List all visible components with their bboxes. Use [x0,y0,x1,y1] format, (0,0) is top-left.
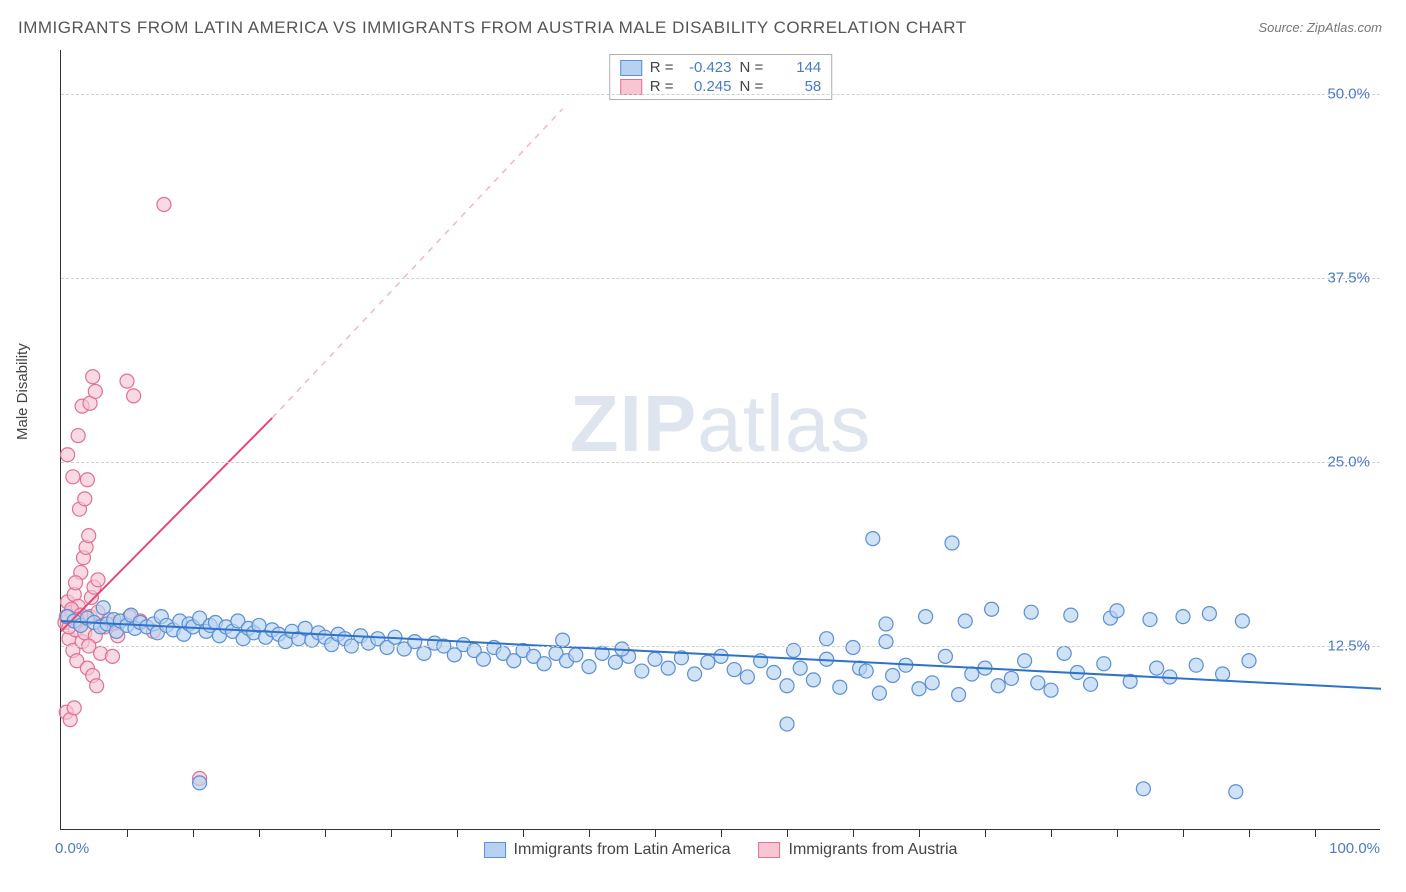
y-tick-label: 37.5% [1327,270,1370,287]
legend: Immigrants from Latin America Immigrants… [484,841,958,859]
x-tick [985,829,986,837]
x-tick [1051,829,1052,837]
legend-swatch-1 [484,842,506,858]
swatch-series-1 [620,60,642,76]
y-axis-label: Male Disability [14,343,31,440]
x-tick [457,829,458,837]
chart-canvas [61,50,1380,829]
legend-label-2: Immigrants from Austria [789,841,958,859]
r-label: R = [650,59,674,76]
x-tick [787,829,788,837]
x-tick [391,829,392,837]
x-tick [523,829,524,837]
y-tick-label: 25.0% [1327,454,1370,471]
x-tick [589,829,590,837]
x-tick [193,829,194,837]
x-tick [1315,829,1316,837]
x-tick [721,829,722,837]
stats-box: R = -0.423 N = 144 R = 0.245 N = 58 [609,54,833,100]
x-tick [325,829,326,837]
gridline [61,94,1380,95]
x-tick [655,829,656,837]
x-tick [1117,829,1118,837]
legend-item-2: Immigrants from Austria [759,841,958,859]
stats-row-1: R = -0.423 N = 144 [620,59,822,76]
x-tick [127,829,128,837]
x-max-label: 100.0% [1329,840,1380,857]
y-tick-label: 12.5% [1327,638,1370,655]
n-value-1: 144 [771,59,821,76]
x-tick [1183,829,1184,837]
x-tick [853,829,854,837]
chart-title: IMMIGRANTS FROM LATIN AMERICA VS IMMIGRA… [18,18,967,38]
stats-row-2: R = 0.245 N = 58 [620,78,822,95]
n-label: N = [740,59,764,76]
n-label: N = [740,78,764,95]
n-value-2: 58 [771,78,821,95]
legend-swatch-2 [759,842,781,858]
legend-item-1: Immigrants from Latin America [484,841,731,859]
legend-label-1: Immigrants from Latin America [514,841,731,859]
x-tick [919,829,920,837]
gridline [61,646,1380,647]
y-tick-label: 50.0% [1327,86,1370,103]
x-tick [259,829,260,837]
gridline [61,278,1380,279]
x-min-label: 0.0% [55,840,89,857]
swatch-series-2 [620,79,642,95]
x-tick [1249,829,1250,837]
source-attribution: Source: ZipAtlas.com [1258,20,1382,35]
gridline [61,462,1380,463]
r-value-1: -0.423 [682,59,732,76]
plot-area: ZIPatlas R = -0.423 N = 144 R = 0.245 N … [60,50,1380,830]
r-label: R = [650,78,674,95]
r-value-2: 0.245 [682,78,732,95]
